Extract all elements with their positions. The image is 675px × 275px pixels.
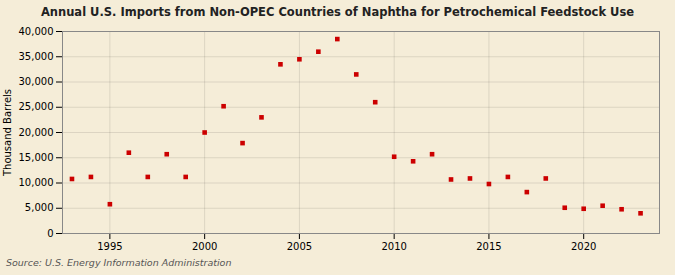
svg-text:2015: 2015 [476,241,501,252]
svg-text:2000: 2000 [192,241,217,252]
svg-text:2020: 2020 [571,241,596,252]
svg-text:20,000: 20,000 [19,127,54,138]
svg-text:35,000: 35,000 [19,51,54,62]
svg-text:Thousand Barrels: Thousand Barrels [2,89,13,177]
html-text:Annual U.S. Imports from Non-O: Annual U.S. Imports from Non-OPEC Countr… [40,5,635,19]
svg-text:5,000: 5,000 [25,202,54,213]
svg-text:25,000: 25,000 [19,101,54,112]
svg-text:40,000: 40,000 [19,26,54,37]
svg-text:2005: 2005 [287,241,312,252]
svg-text:15,000: 15,000 [19,152,54,163]
svg-text:0: 0 [47,228,53,239]
svg-text:2010: 2010 [381,241,406,252]
html-text:Source: U.S. Energy Informatio: Source: U.S. Energy Information Administ… [6,257,232,268]
svg-text:10,000: 10,000 [19,177,54,188]
svg-text:30,000: 30,000 [19,76,54,87]
svg-text:1995: 1995 [97,241,122,252]
